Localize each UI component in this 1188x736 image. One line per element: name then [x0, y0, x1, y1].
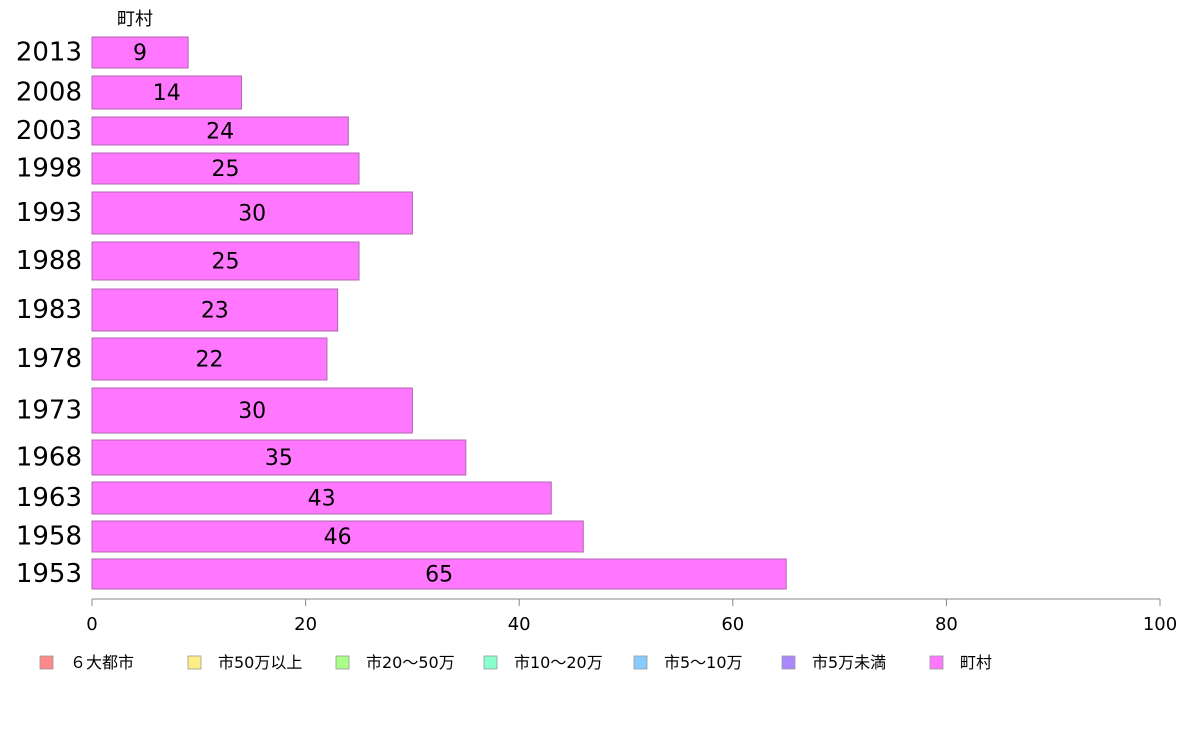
category-label: 2008	[16, 78, 82, 108]
legend-label: 市50万以上	[218, 653, 302, 672]
legend: ６大都市 市50万以上 市20～50万 市10～20万 市5～10万 市5万未満 町村	[39, 653, 992, 672]
x-tick-label: 60	[721, 614, 744, 635]
bar-value-label: 65	[425, 563, 453, 588]
x-tick-label: 40	[508, 614, 531, 635]
bar-value-label: 30	[238, 399, 266, 424]
legend-label: ６大都市	[70, 653, 134, 672]
bar-value-label: 22	[195, 348, 223, 373]
bar-value-label: 30	[238, 202, 266, 227]
bar-value-label: 14	[153, 81, 181, 106]
legend-label: 市20～50万	[366, 653, 455, 672]
bar	[91, 36, 189, 69]
legend-swatch	[633, 655, 648, 670]
legend-label: 町村	[960, 653, 992, 672]
bar-value-label: 46	[324, 525, 352, 550]
x-axis: 0 20 40 60 80 100	[86, 598, 1177, 635]
bar-value-label: 9	[133, 41, 147, 66]
category-label: 1963	[16, 483, 82, 513]
bar-value-label: 25	[212, 157, 240, 182]
bar-value-label: 35	[265, 446, 293, 471]
bar	[91, 191, 413, 235]
bar	[91, 481, 552, 515]
legend-label: 市5万未満	[812, 653, 886, 672]
category-label: 1988	[16, 246, 82, 276]
bars-group: 2013 9 2008 14 2003 24 1998 25 1993 30 1988 25 1983 2…	[16, 36, 787, 590]
legend-swatch	[781, 655, 796, 670]
series-label: 町村	[117, 9, 153, 30]
category-label: 1998	[16, 154, 82, 184]
legend-label: 市5～10万	[664, 653, 743, 672]
x-tick-label: 80	[935, 614, 958, 635]
legend-swatch	[187, 655, 202, 670]
legend-swatch	[483, 655, 498, 670]
legend-swatch	[39, 655, 54, 670]
bar	[91, 337, 328, 381]
category-label: 1983	[16, 295, 82, 325]
category-label: 1968	[16, 443, 82, 473]
bar-value-label: 23	[201, 299, 229, 324]
bar-value-label: 25	[212, 250, 240, 275]
bar-value-label: 43	[308, 487, 336, 512]
category-label: 1973	[16, 396, 82, 426]
bar	[91, 558, 787, 590]
category-label: 2013	[16, 38, 82, 68]
legend-label: 市10～20万	[514, 653, 603, 672]
x-tick-label: 100	[1143, 614, 1177, 635]
legend-swatch	[335, 655, 350, 670]
category-label: 1978	[16, 344, 82, 374]
bar	[91, 75, 243, 110]
bar	[91, 439, 467, 476]
bar-value-label: 24	[206, 120, 234, 145]
x-tick-label: 20	[294, 614, 317, 635]
category-label: 1993	[16, 198, 82, 228]
bar	[91, 288, 339, 332]
category-label: 1958	[16, 522, 82, 552]
bar	[91, 116, 349, 146]
bar	[91, 241, 360, 281]
category-label: 2003	[16, 116, 82, 146]
bar	[91, 387, 413, 434]
bar	[91, 520, 584, 553]
x-tick-label: 0	[86, 614, 97, 635]
legend-swatch	[929, 655, 944, 670]
bar	[91, 152, 360, 185]
category-label: 1953	[16, 559, 82, 589]
